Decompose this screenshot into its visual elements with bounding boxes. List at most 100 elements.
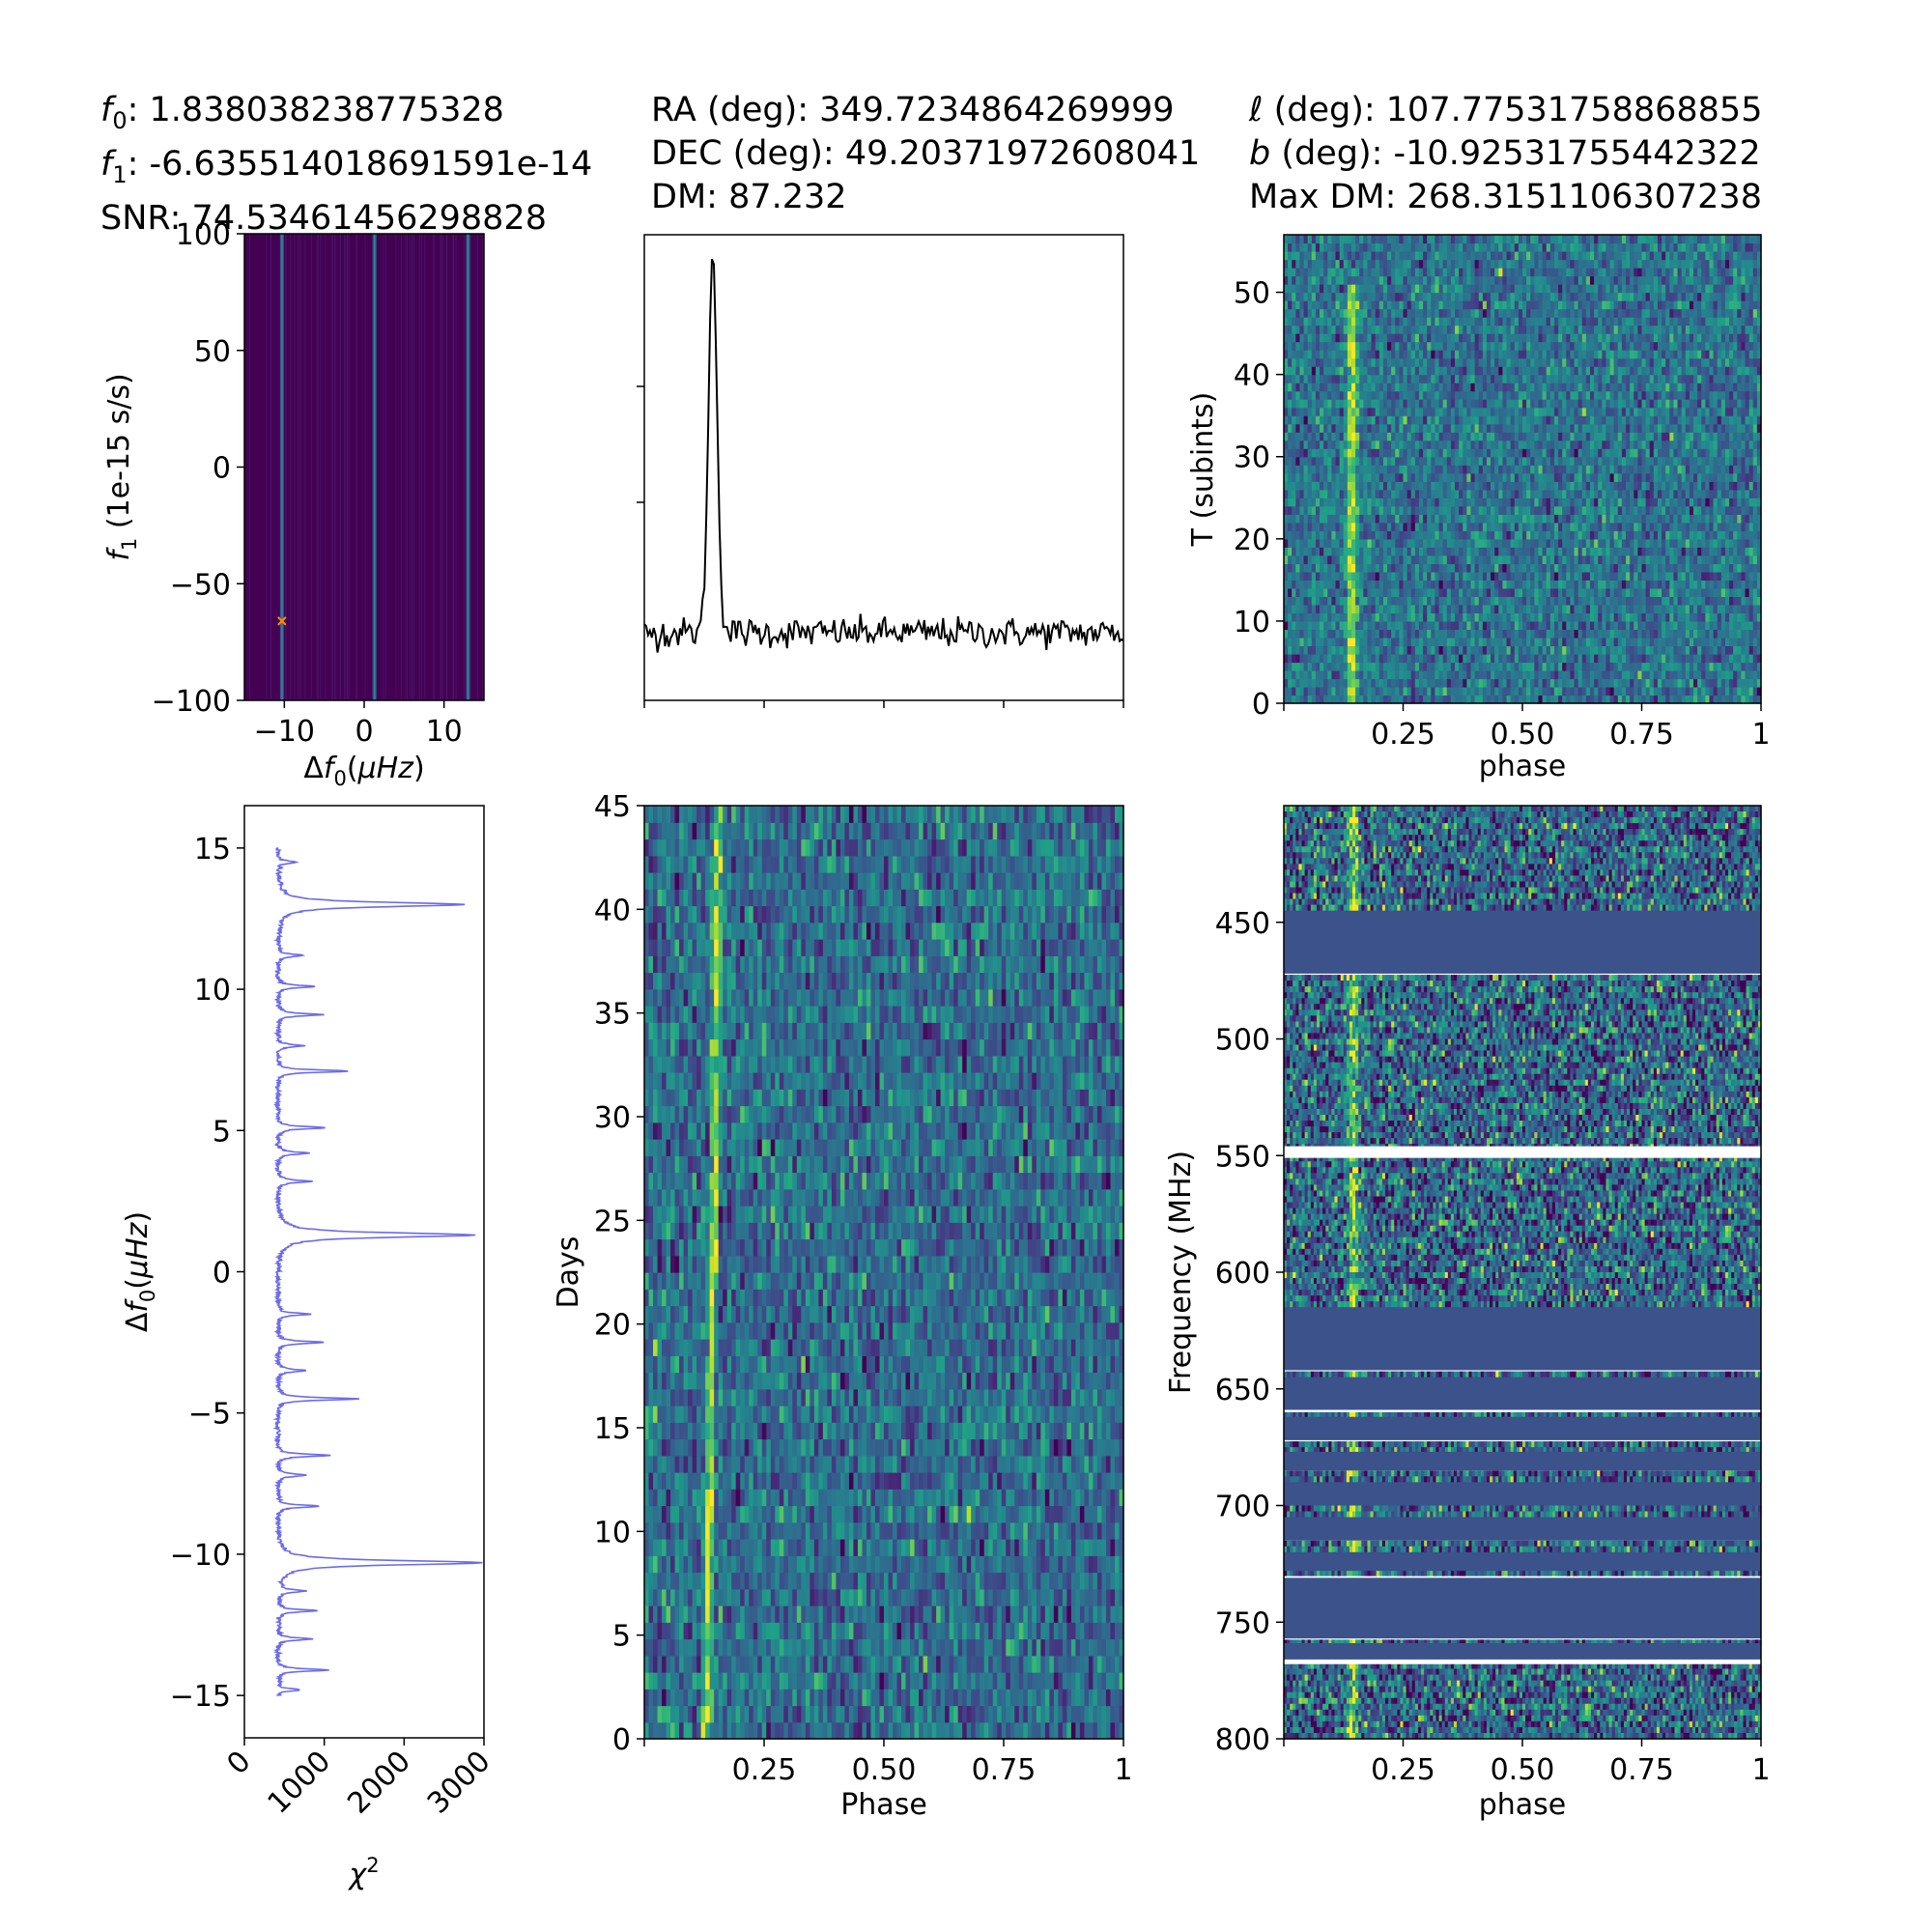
subint-cell [1363, 653, 1369, 664]
subint-cell [1745, 662, 1750, 671]
subint-cell [1741, 662, 1747, 671]
subint-cell [1649, 629, 1655, 639]
subint-cell [1613, 571, 1619, 581]
subint-cell [1522, 645, 1527, 655]
subint-cell [1350, 571, 1356, 581]
subint-cell [1621, 645, 1627, 655]
subint-cell [1748, 604, 1754, 614]
subint-cell [1470, 637, 1476, 647]
subint-cell [1741, 596, 1747, 606]
subint-cell [1459, 440, 1463, 449]
subint-cell [1491, 530, 1495, 540]
subint-cell [1335, 390, 1341, 400]
subint-cell [1649, 374, 1655, 384]
subint-cell [1284, 465, 1289, 474]
subint-cell [1403, 547, 1408, 556]
subint-cell [1375, 399, 1380, 409]
subint-cell [1594, 563, 1599, 573]
subint-cell [1299, 571, 1305, 581]
subint-cell [1284, 489, 1289, 498]
subint-cell [1653, 399, 1659, 409]
f0f1-heatmap [244, 234, 484, 700]
subint-cell [1478, 620, 1484, 631]
subint-cell [1359, 563, 1364, 573]
subint-cell [1403, 497, 1408, 507]
subint-cell [1506, 629, 1512, 639]
subint-cell [1673, 522, 1679, 531]
subint-cell [1737, 580, 1743, 589]
subint-cell [1745, 383, 1750, 392]
subint-cell [1542, 653, 1548, 664]
subint-cell [1669, 522, 1675, 531]
subint-cell [1510, 596, 1516, 606]
subint-cell [1570, 481, 1576, 491]
subint-cell [1450, 645, 1456, 655]
subint-cell [1470, 472, 1476, 482]
subint-cell [1733, 554, 1738, 564]
subint-cell [1693, 383, 1698, 392]
subint-cell [1414, 423, 1420, 433]
subint-cell [1598, 505, 1603, 515]
subint-cell [1350, 612, 1356, 622]
subint-cell [1549, 481, 1555, 491]
subint-cell [1359, 472, 1364, 482]
subint-cell [1717, 415, 1722, 425]
subint-cell [1577, 514, 1583, 524]
subint-cell [1549, 637, 1555, 647]
subint-cell [1581, 456, 1587, 466]
subint-cell [1391, 620, 1396, 631]
subint-cell [1375, 505, 1380, 515]
subint-cell [1546, 580, 1551, 589]
subint-cell [1566, 399, 1571, 409]
subint-cell [1442, 432, 1448, 441]
subint-cell [1335, 554, 1341, 564]
b-value: (deg): -10.92531755442322 [1270, 134, 1760, 173]
subint-cell [1355, 505, 1360, 515]
subint-cell [1474, 604, 1480, 614]
subint-cell [1307, 505, 1313, 515]
subint-cell [1669, 629, 1675, 639]
subint-cell [1724, 580, 1730, 589]
subint-cell [1311, 580, 1317, 589]
subint-cell [1315, 587, 1321, 597]
subint-cell [1689, 514, 1694, 524]
subint-cell [1546, 472, 1551, 482]
subint-cell [1299, 383, 1305, 392]
subint-cell [1406, 399, 1412, 409]
subint-cell [1438, 547, 1444, 556]
subint-cell [1450, 695, 1456, 704]
subint-cell [1466, 604, 1472, 614]
subint-cell [1435, 505, 1440, 515]
subint-cell [1423, 366, 1428, 376]
subint-cell [1463, 538, 1467, 548]
subint-cell [1335, 612, 1341, 622]
subint-cell [1542, 620, 1548, 631]
subint-cell [1705, 505, 1711, 515]
subint-cell [1423, 489, 1428, 498]
subint-cell [1626, 580, 1631, 589]
subint-cell [1581, 678, 1587, 688]
subint-cell [1299, 563, 1305, 573]
subint-cell [1482, 554, 1488, 564]
subint-cell [1553, 489, 1559, 498]
subint-cell [1665, 637, 1670, 647]
subint-cell [1438, 678, 1444, 688]
subint-cell [1553, 587, 1559, 597]
subint-cell [1558, 620, 1563, 631]
subint-cell [1343, 514, 1349, 524]
subint-cell [1665, 620, 1670, 631]
subint-cell [1697, 604, 1702, 614]
subint-cell [1724, 390, 1730, 400]
subint-cell [1542, 423, 1548, 433]
subint-cell [1371, 366, 1377, 376]
subint-cell [1733, 645, 1738, 655]
subint-cell [1741, 465, 1747, 474]
subint-cell [1741, 456, 1747, 466]
subint-cell [1634, 465, 1638, 474]
subint-cell [1498, 571, 1504, 581]
subint-cell [1320, 580, 1324, 589]
subint-cell [1752, 383, 1758, 392]
subint-cell [1748, 374, 1754, 384]
subint-cell [1470, 481, 1476, 491]
subint-cell [1427, 448, 1432, 458]
